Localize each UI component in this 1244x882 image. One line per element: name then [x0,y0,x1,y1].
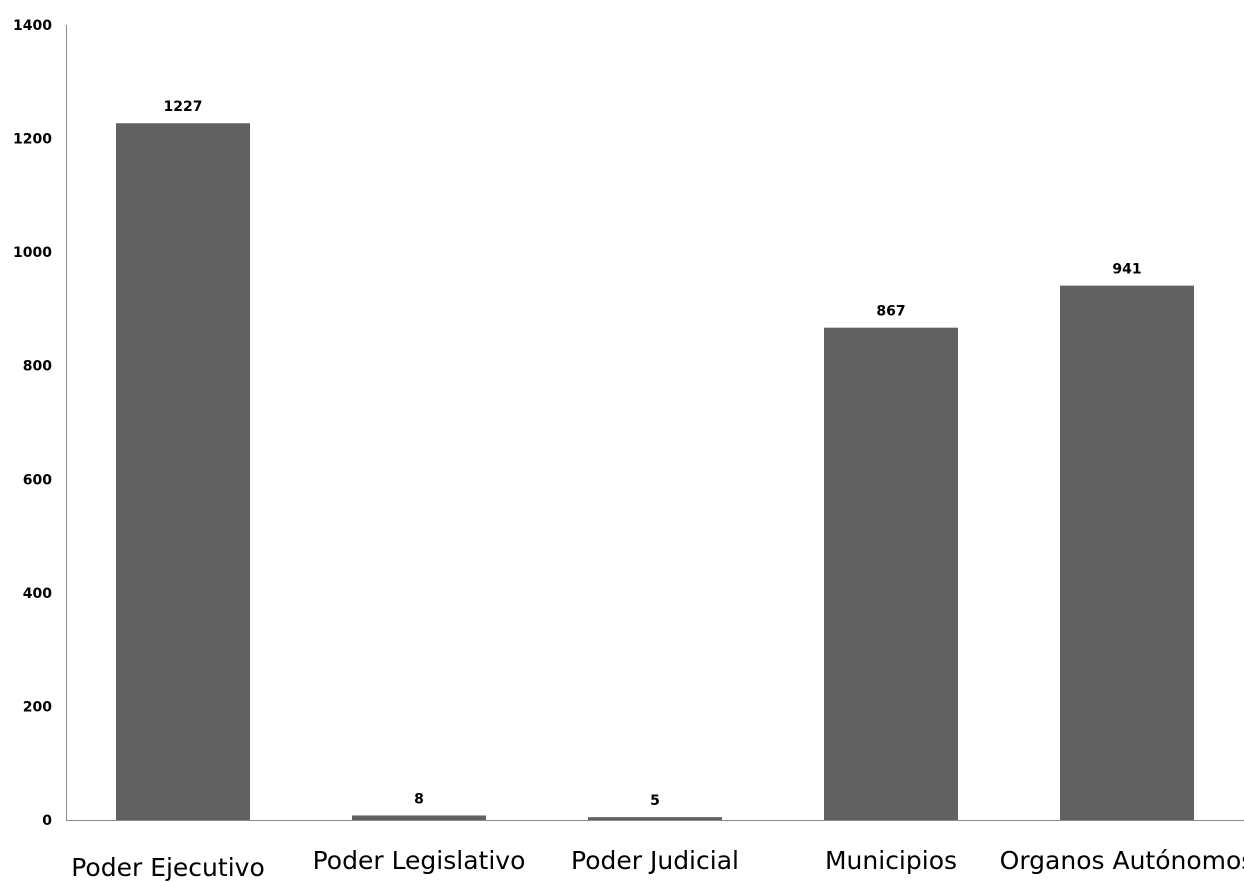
y-tick-label: 1400 [13,18,52,34]
bar [116,123,250,820]
data-label: 867 [876,304,905,320]
data-label: 5 [650,793,660,809]
data-labels: 1227 8 5 867 941 [164,99,1142,809]
y-axis: 0 200 400 600 800 1000 1200 1400 [13,18,66,829]
y-tick-label: 600 [23,472,52,488]
x-tick-label: Poder Judicial [571,846,739,875]
x-tick-label: Poder Legislativo [313,846,526,875]
x-tick-label: Poder Ejecutivo [71,853,265,882]
bar [352,815,486,820]
bar [1060,286,1194,820]
y-tick-label: 400 [23,586,52,602]
y-tick-label: 800 [23,359,52,375]
y-tick-label: 0 [42,813,52,829]
bar [588,817,722,820]
bars [116,123,1194,820]
data-label: 941 [1112,262,1141,278]
x-tick-label: Municipios [825,846,957,875]
data-label: 8 [414,791,424,807]
y-tick-label: 200 [23,699,52,715]
bar [824,328,958,820]
y-tick-label: 1200 [13,132,52,148]
x-tick-label: Organos Autónomos [1000,846,1244,875]
y-tick-label: 1000 [13,245,52,261]
data-label: 1227 [164,99,203,115]
x-axis: Poder Ejecutivo Poder Legislativo Poder Ju… [66,821,1244,882]
